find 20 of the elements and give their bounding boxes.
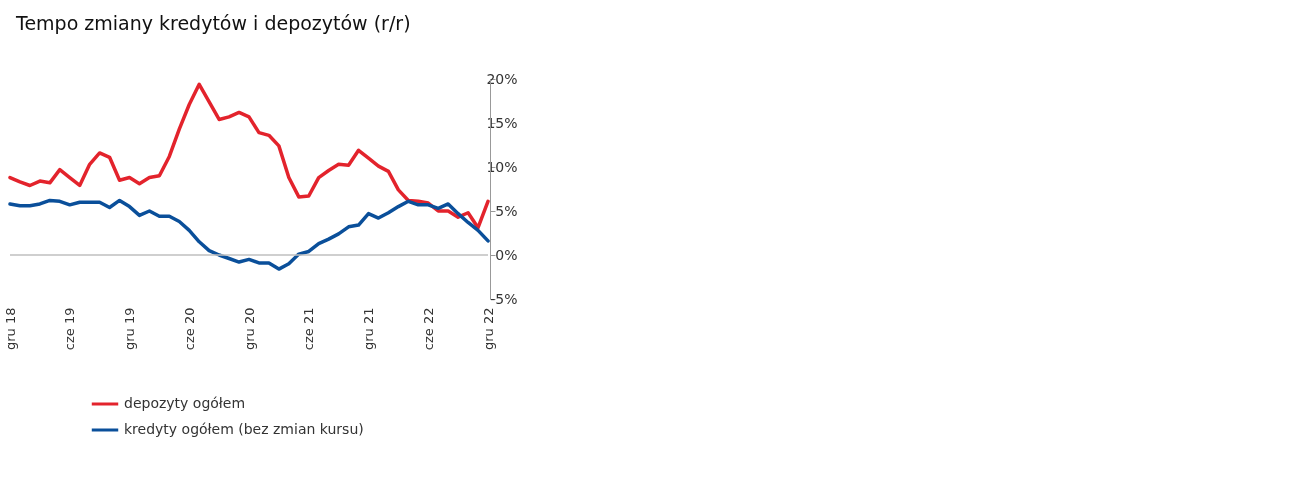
y-tick-label: 10%: [486, 158, 518, 175]
x-tick-label: gru 18: [2, 307, 18, 351]
x-tick-label: cze 22: [420, 307, 436, 351]
x-tick-label: gru 20: [241, 307, 257, 351]
x-tick-label: cze 20: [181, 307, 197, 351]
y-tick-label: 5%: [495, 202, 518, 219]
y-tick-label: 20%: [486, 70, 518, 87]
line-series: [8, 82, 490, 230]
y-tick-label: 0%: [495, 246, 518, 263]
line-series: [8, 198, 490, 271]
legend-label: kredyty ogółem (bez zmian kursu): [124, 421, 364, 437]
x-tick-label: cze 21: [301, 307, 317, 351]
x-tick-label: gru 22: [480, 307, 496, 351]
x-tick-label: cze 19: [62, 307, 78, 351]
y-tick-label: -5%: [490, 290, 518, 307]
x-tick-label: gru 19: [122, 307, 137, 351]
legend-label: depozyty ogółem: [124, 395, 246, 411]
chart-title: Tempo zmiany kredytów i depozytów (r/r): [15, 12, 411, 34]
y-tick-label: 15%: [486, 114, 518, 131]
x-tick-label: gru 21: [361, 307, 376, 351]
